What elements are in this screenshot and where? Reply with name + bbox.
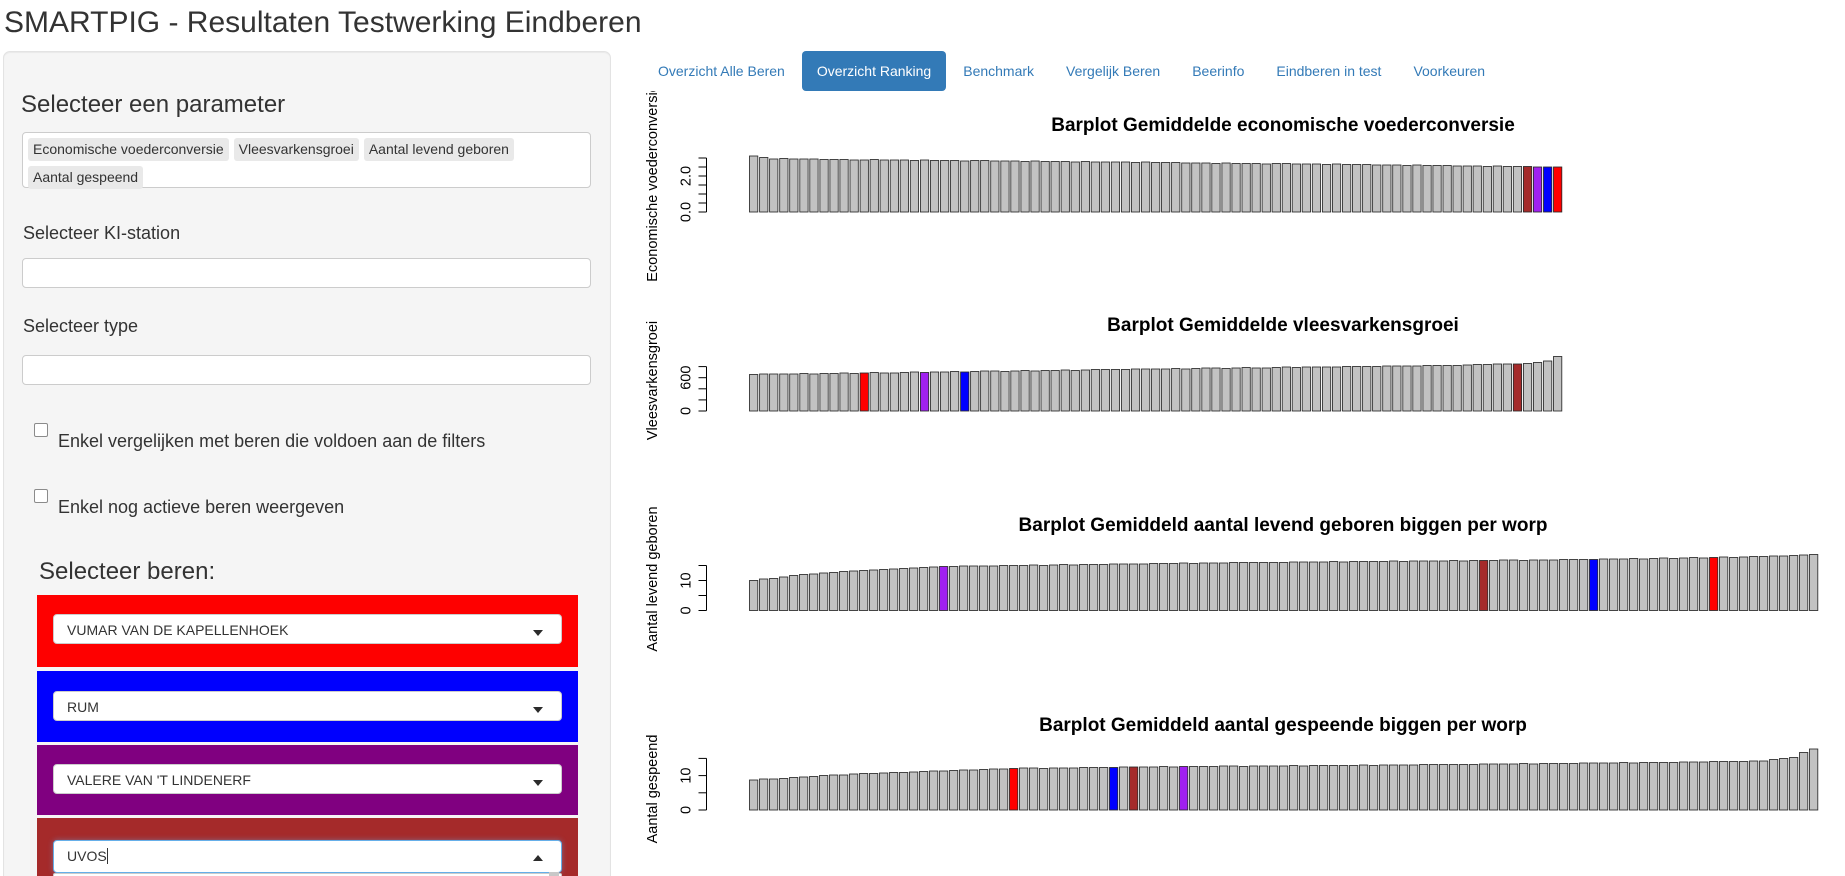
svg-text:Aantal levend geboren: Aantal levend geboren <box>645 506 661 651</box>
svg-text:Barplot Gemiddelde economische: Barplot Gemiddelde economische voedercon… <box>1051 115 1515 136</box>
svg-text:600: 600 <box>679 366 695 390</box>
svg-text:10: 10 <box>679 768 695 784</box>
svg-text:Barplot Gemiddeld aantal gespe: Barplot Gemiddeld aantal gespeende bigge… <box>1039 715 1527 736</box>
svg-text:Aantal gespeend: Aantal gespeend <box>645 735 661 844</box>
svg-text:0.0: 0.0 <box>679 202 695 222</box>
svg-text:Barplot Gemiddeld aantal leven: Barplot Gemiddeld aantal levend geboren … <box>1019 515 1548 536</box>
svg-text:Vleesvarkensgroei: Vleesvarkensgroei <box>645 321 661 440</box>
svg-text:0: 0 <box>679 407 695 415</box>
svg-text:0: 0 <box>679 606 695 614</box>
svg-text:0: 0 <box>679 806 695 814</box>
svg-text:Economische voederconversie: Economische voederconversie <box>645 88 661 282</box>
svg-text:Barplot Gemiddelde vleesvarken: Barplot Gemiddelde vleesvarkensgroei <box>1107 315 1459 336</box>
svg-text:2.0: 2.0 <box>679 166 695 186</box>
svg-text:10: 10 <box>679 572 695 588</box>
